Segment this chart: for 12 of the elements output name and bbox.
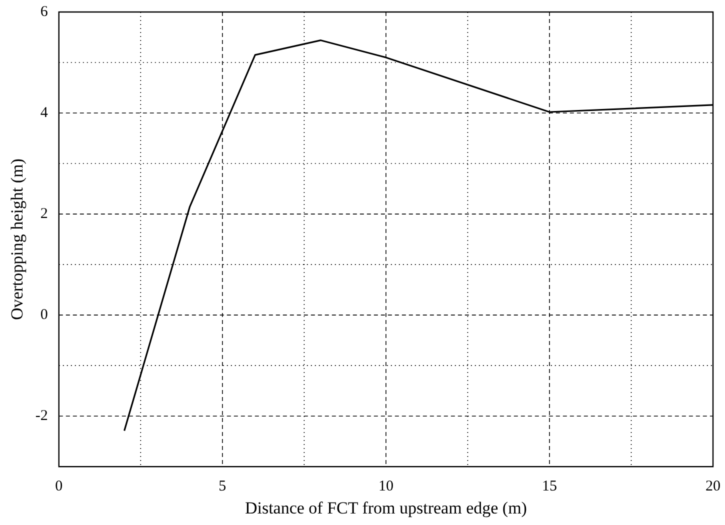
x-tick-label: 0 bbox=[55, 478, 63, 495]
y-tick-label: 2 bbox=[40, 206, 48, 222]
y-axis-title: Overtopping height (m) bbox=[8, 158, 27, 320]
y-tick-label: -2 bbox=[35, 408, 48, 424]
y-tick-label: 0 bbox=[40, 307, 48, 324]
y-tick-label: 6 bbox=[40, 4, 48, 20]
x-axis-title: Distance of FCT from upstream edge (m) bbox=[244, 498, 527, 518]
y-tick-label: 4 bbox=[40, 104, 48, 121]
x-tick-label: 5 bbox=[218, 478, 226, 495]
x-tick-label: 10 bbox=[378, 478, 394, 495]
x-tick-label: 15 bbox=[542, 478, 557, 495]
x-tick-label: 20 bbox=[706, 478, 720, 495]
